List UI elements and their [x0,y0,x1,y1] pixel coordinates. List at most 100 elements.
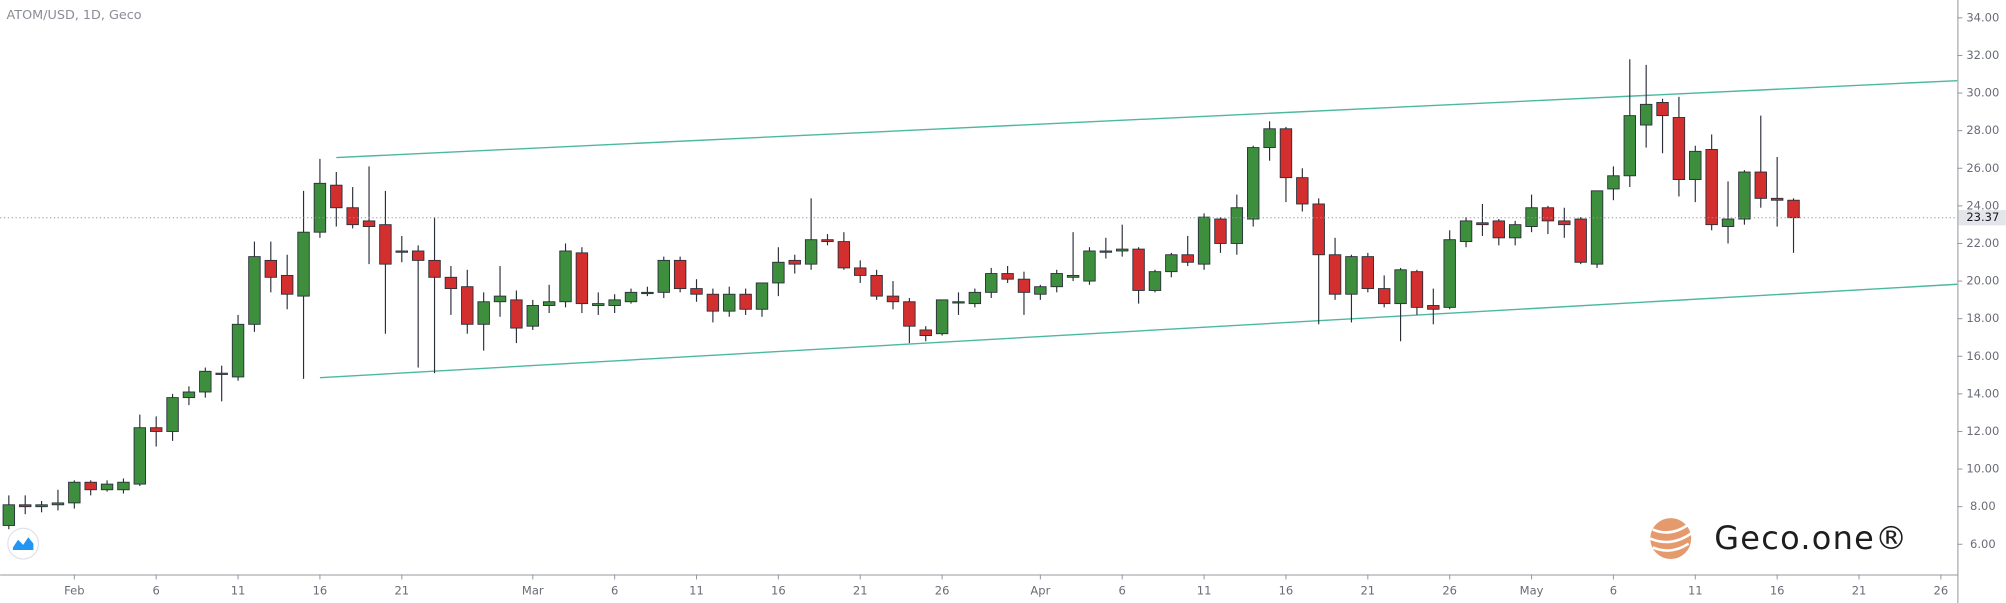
candle-body [1279,128,1293,179]
x-tick-label: Feb [64,583,84,597]
candle-body [952,301,965,304]
candle-body [673,259,687,290]
x-tick-label: 6 [153,583,160,597]
candle-body [313,182,327,233]
x-tick-label: 6 [611,583,618,597]
x-tick-label: 21 [394,583,409,597]
x-tick-label: 11 [1688,583,1703,597]
candle-body [1099,250,1113,253]
chart-title: ATOM/USD, 1D, Geco [7,8,142,23]
y-tick-label: 18.00 [1966,311,1999,325]
candle-body [428,259,441,278]
candle-body [755,282,769,310]
candle-body [968,291,982,305]
candle-body [493,295,507,303]
candle-body [1721,218,1735,227]
candle-body [1754,171,1767,199]
y-tick-label: 28.00 [1966,123,1999,137]
candle-body [1492,220,1506,239]
y-tick-label: 34.00 [1966,10,1999,24]
x-tick-label: 21 [1360,583,1375,597]
candle-body [1361,256,1375,290]
candle-body [444,276,458,290]
y-tick-label: 16.00 [1966,349,1999,363]
candle-body [510,299,523,329]
candle-body [1787,199,1800,219]
last-price-label: 23.37 [1966,210,1999,224]
candle-body [1459,220,1473,243]
candle-body [608,299,621,306]
y-tick-label: 26.00 [1966,161,1999,175]
candle-body [149,427,163,432]
candle-body [1116,248,1129,252]
candle-body [1656,102,1669,117]
y-tick-label: 30.00 [1966,86,1999,100]
x-tick-label: 6 [1119,583,1126,597]
candle-body [657,259,670,293]
candle-body [477,301,490,325]
candle-body [411,250,425,261]
candle-body [18,504,32,508]
logo-badge [7,527,40,560]
candle-body [1410,271,1424,308]
candle-body [1607,175,1620,190]
candle-body [788,259,801,265]
candle-body [182,391,196,399]
badge-circle [7,527,40,560]
candle-body [1247,147,1260,220]
candle-body [379,224,392,265]
candle-body [624,291,638,303]
last-price-box [1958,210,2006,226]
candle-body [723,293,736,312]
x-tick-label: 26 [935,583,950,597]
candle-body [1148,271,1162,291]
x-tick-label: 16 [313,583,328,597]
candle-body [1034,286,1047,295]
badge-icon [12,537,34,551]
candle-body [68,481,81,504]
candle-body [1705,149,1718,226]
y-tick-label: 20.00 [1966,274,1999,288]
candle-body [395,250,408,253]
candle-body [1394,269,1407,305]
x-tick-label: May [1520,583,1544,597]
y-tick-label: 12.00 [1966,424,1999,438]
candle-body [1197,216,1211,265]
candle-body [1377,288,1391,305]
candle-body [1574,218,1587,263]
watermark-logo: Geco.one® [1649,518,1907,559]
candle-body [919,329,932,337]
candle-body [886,295,900,303]
y-tick-label: 22.00 [1966,236,1999,250]
candle-body [362,220,376,227]
candle-body [133,427,147,485]
y-tick-label: 6.00 [1970,537,1996,551]
candle-body [1263,128,1276,149]
y-tick-label: 32.00 [1966,48,1999,62]
candle-body [592,303,605,306]
candle-body [837,241,851,269]
x-tick-label: 26 [1442,583,1457,597]
candle-body [1476,222,1489,226]
candle-body [985,273,998,293]
candle-body [264,259,278,278]
candle-body [1017,278,1031,293]
candle-body [1639,103,1653,126]
candle-body [1312,203,1325,256]
candle-body [1689,150,1702,180]
x-tick-label: Mar [522,583,544,597]
candle-body [739,293,752,310]
candle-body [2,504,16,526]
candle-body [804,239,818,265]
candle-body [854,267,867,276]
candle-body [821,239,834,243]
candle-body [1672,117,1686,180]
candle-body [1083,250,1096,282]
candle-body [84,481,97,491]
x-tick-label: 11 [231,583,246,597]
x-tick-label: 6 [1610,583,1617,597]
candle-body [1050,273,1063,288]
candle-body [100,483,114,491]
